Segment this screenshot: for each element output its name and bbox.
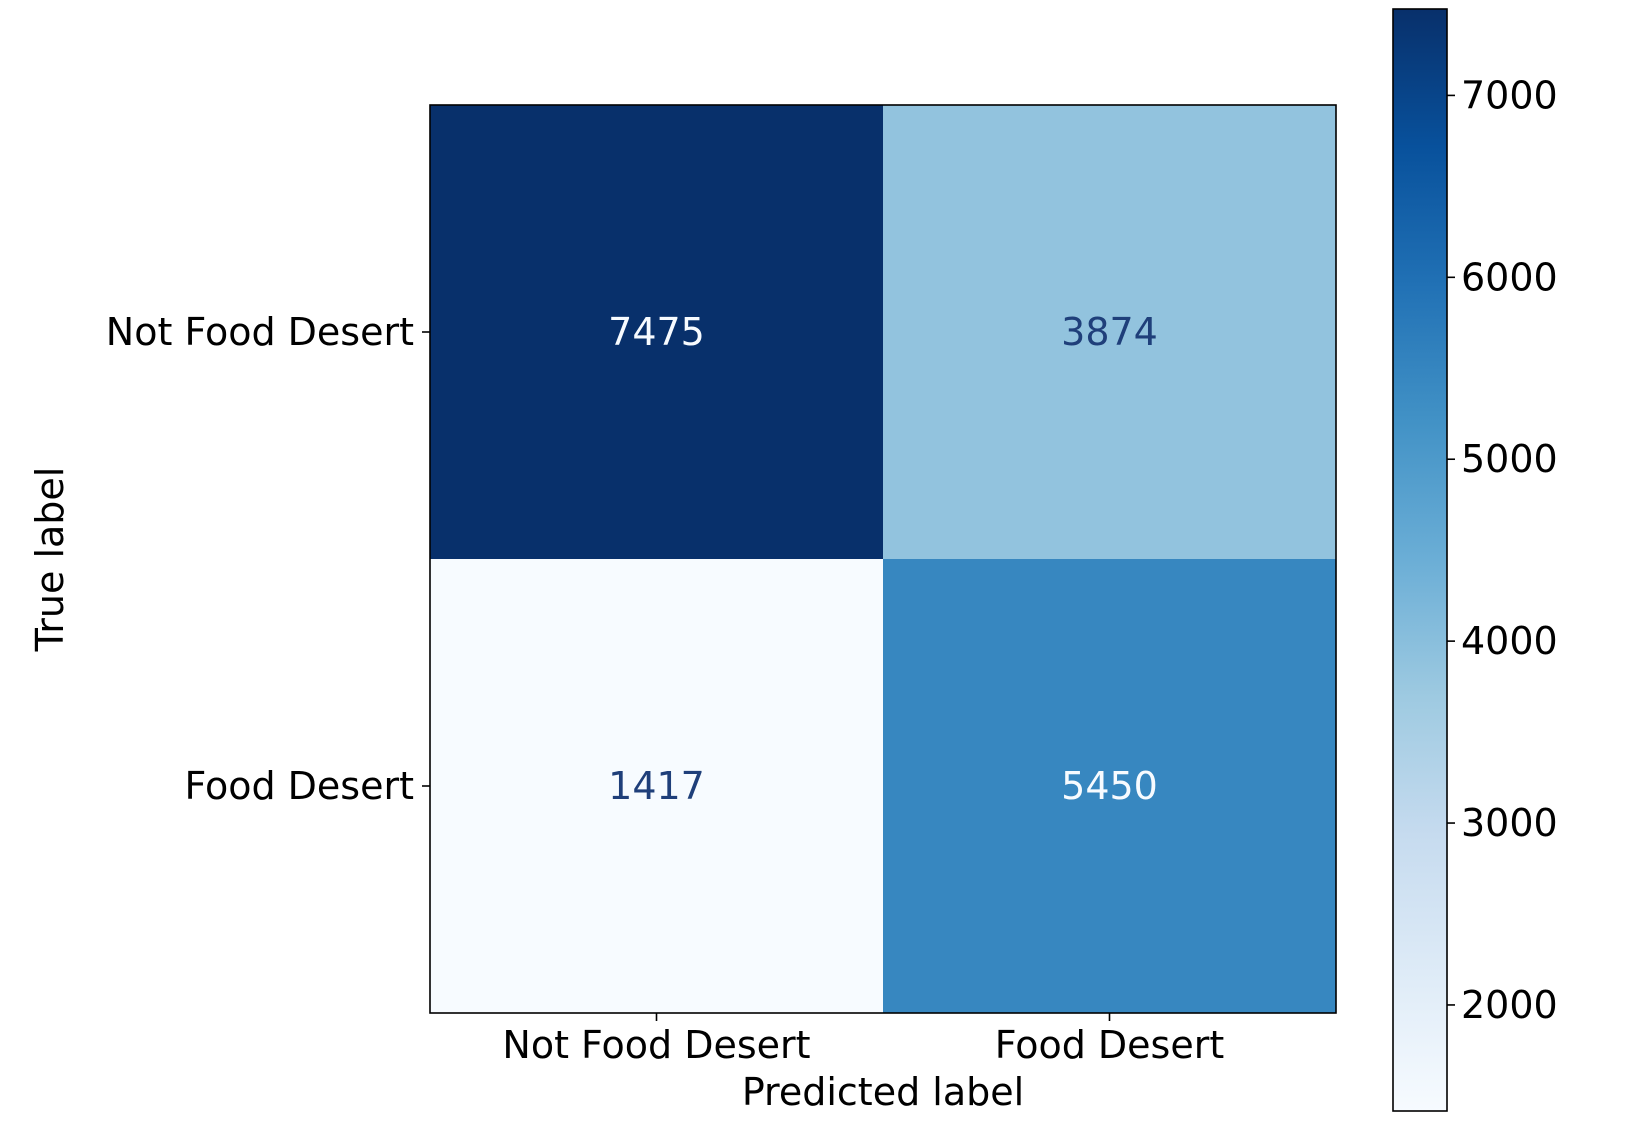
- colorbar-tick-label: 3000: [1461, 801, 1558, 845]
- x-tick-label: Not Food Desert: [502, 1023, 810, 1067]
- cell-value-label: 1417: [608, 764, 705, 808]
- heatmap-cell: [883, 105, 1337, 560]
- colorbar-tick-label: 4000: [1461, 619, 1558, 663]
- colorbar-tick-label: 5000: [1461, 437, 1558, 481]
- heatmap-cell: [430, 105, 884, 560]
- colorbar-tick-label: 2000: [1461, 983, 1558, 1027]
- cell-value-label: 3874: [1061, 310, 1158, 354]
- plot-frame: [429, 104, 1337, 1014]
- y-tick-label: Not Food Desert: [106, 310, 414, 354]
- x-axis-ticks: Not Food Desert Food Desert: [502, 1013, 1224, 1067]
- cell-value-label: 7475: [608, 310, 705, 354]
- y-axis-label: True label: [28, 467, 72, 653]
- x-tick-label: Food Desert: [995, 1023, 1225, 1067]
- x-axis-label: Predicted label: [742, 1070, 1024, 1114]
- heatmap-cells: [430, 105, 1337, 1014]
- heatmap-cell: [430, 559, 884, 1014]
- colorbar-ticks: 2000 3000 4000 5000 6000 7000: [1447, 73, 1558, 1027]
- colorbar-frame: [1392, 8, 1448, 1112]
- y-axis-ticks: Not Food Desert Food Desert: [106, 310, 430, 808]
- cell-annotations: 7475 3874 1417 5450: [608, 310, 1158, 808]
- y-tick-label: Food Desert: [184, 764, 414, 808]
- colorbar-tick-label: 7000: [1461, 73, 1558, 117]
- heatmap-cell: [883, 559, 1337, 1014]
- cell-value-label: 5450: [1061, 764, 1158, 808]
- colorbar: [1393, 9, 1447, 1111]
- colorbar-tick-label: 6000: [1461, 255, 1558, 299]
